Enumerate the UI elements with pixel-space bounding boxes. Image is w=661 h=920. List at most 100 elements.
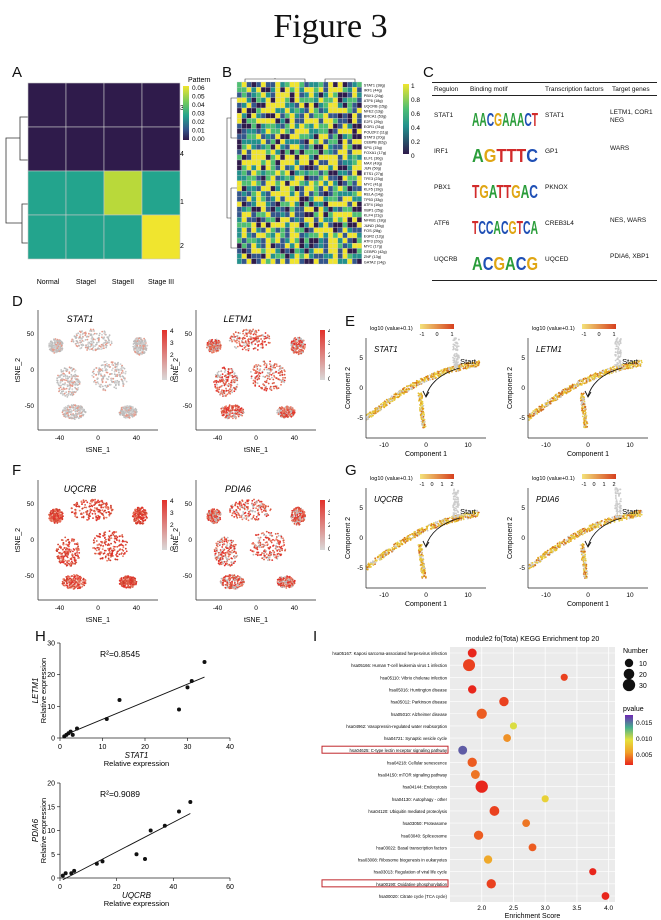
tsne-cell-point — [231, 391, 234, 394]
heatmap-cell — [256, 159, 262, 166]
heatmap-cell — [265, 133, 271, 140]
heatmap-cell — [337, 102, 343, 109]
trajectory-cell-point — [559, 396, 562, 399]
tsne-cell-point — [106, 362, 108, 365]
heatmap-cell — [356, 227, 362, 233]
tsne-cell-point — [222, 378, 225, 381]
tsne-cell-point — [86, 335, 89, 338]
heatmap-cell — [308, 139, 314, 145]
heatmap-cell — [270, 217, 276, 223]
trajectory-cell-point — [453, 357, 456, 360]
heatmap-cell — [313, 87, 319, 93]
tsne-cell-point — [134, 413, 137, 416]
panel-c-bottom-rule — [432, 280, 657, 281]
tsne-cell-point — [239, 332, 241, 335]
tsne-cell-point — [230, 405, 233, 407]
tsne-cell-point — [235, 347, 238, 349]
heatmap-cell — [318, 185, 324, 192]
heatmap-cell — [270, 201, 276, 207]
heatmap-cell — [342, 118, 348, 124]
heatmap-cell — [342, 222, 348, 228]
tsne-cell-point — [250, 371, 252, 373]
tsne-cell-point — [215, 350, 218, 353]
tsne-cell-point — [111, 381, 114, 384]
heatmap-cell — [265, 118, 271, 124]
motif-letter: G — [494, 110, 502, 130]
heatmap-cell — [265, 191, 271, 197]
heatmap-cell — [246, 206, 252, 213]
tsne-cell-point — [265, 337, 267, 340]
tsne-cell-point — [268, 363, 271, 365]
trajectory-cell-point — [568, 390, 570, 393]
heatmap-cell — [289, 87, 295, 93]
heatmap-cell — [332, 102, 338, 109]
heatmap-cell — [103, 126, 143, 172]
tsne-cell-point — [74, 373, 77, 376]
heatmap-cell — [304, 118, 310, 124]
trajectory-cell-point — [434, 376, 437, 379]
motif-logo-text: AGTTTC — [472, 146, 538, 166]
heatmap-cell — [294, 118, 300, 124]
heatmap-cell — [270, 206, 276, 213]
heatmap-cell — [342, 217, 348, 223]
heatmap-cell — [241, 81, 247, 88]
figure-title: Figure 3 — [273, 8, 388, 45]
tsne-cell-point — [92, 349, 94, 352]
heatmap-cell — [328, 232, 334, 239]
heatmap-cell — [260, 191, 266, 197]
tsne-cell-point — [71, 390, 74, 393]
heatmap-cell — [299, 159, 305, 166]
heatmap-cell — [328, 87, 334, 93]
heatmap-cell — [356, 149, 362, 155]
heatmap-cell — [260, 180, 266, 187]
panel-b-cells — [226, 78, 362, 265]
tsne-cell-point — [116, 375, 118, 377]
trajectory-cell-point — [423, 423, 426, 426]
trajectory-cell-point — [602, 373, 605, 376]
heatmap-cell — [337, 149, 343, 155]
trajectory-cell-point — [422, 404, 425, 407]
trajectory-cell-point — [453, 348, 455, 350]
heatmap-cell — [313, 258, 319, 265]
trajectory-cell-point — [639, 364, 642, 367]
heatmap-cell — [323, 253, 329, 259]
tsne-cell-point — [71, 380, 74, 382]
heatmap-cell — [236, 185, 242, 192]
tsne-cell-point — [146, 344, 149, 347]
tsne-cell-point — [121, 370, 124, 372]
tsne-cell-point — [88, 348, 91, 351]
heatmap-cell — [294, 92, 300, 98]
heatmap-cell — [308, 222, 314, 228]
heatmap-cell — [356, 217, 362, 223]
heatmap-cell — [332, 154, 338, 161]
tsne-cell-point — [79, 331, 82, 334]
heatmap-cell — [318, 102, 324, 109]
heatmap-cell — [103, 214, 143, 260]
heatmap-cell — [284, 170, 290, 176]
heatmap-cell — [318, 180, 324, 187]
tsne-cell-point — [90, 330, 93, 332]
trajectory-cell-point — [562, 388, 565, 391]
tsne-cell-point — [283, 407, 286, 410]
heatmap-cell — [256, 211, 262, 218]
tsne-cell-point — [48, 348, 51, 351]
tsne-cell-point — [64, 377, 67, 380]
heatmap-cell — [313, 196, 319, 202]
trajectory-cell-point — [453, 359, 456, 362]
heatmap-cell — [356, 222, 362, 228]
tsne-cell-point — [122, 406, 125, 409]
tsne-cell-point — [68, 388, 71, 391]
heatmap-cell — [284, 123, 290, 129]
tsne-cell-point — [102, 364, 104, 366]
heatmap-cell — [246, 227, 252, 233]
heatmap-cell — [260, 222, 266, 228]
tsne-cell-point — [68, 376, 71, 378]
tsne-cell-point — [132, 343, 135, 345]
tsne-cell-point — [255, 366, 258, 368]
panel-a-heatmap: 3 4 1 2 Normal StageI StageII Stage III … — [5, 77, 211, 286]
trajectory-cell-point — [365, 418, 368, 421]
trajectory-cell-point — [382, 401, 385, 404]
heatmap-cell — [246, 253, 252, 259]
tsne-cell-point — [266, 371, 269, 374]
colorbar-tick: 4 — [170, 328, 174, 335]
